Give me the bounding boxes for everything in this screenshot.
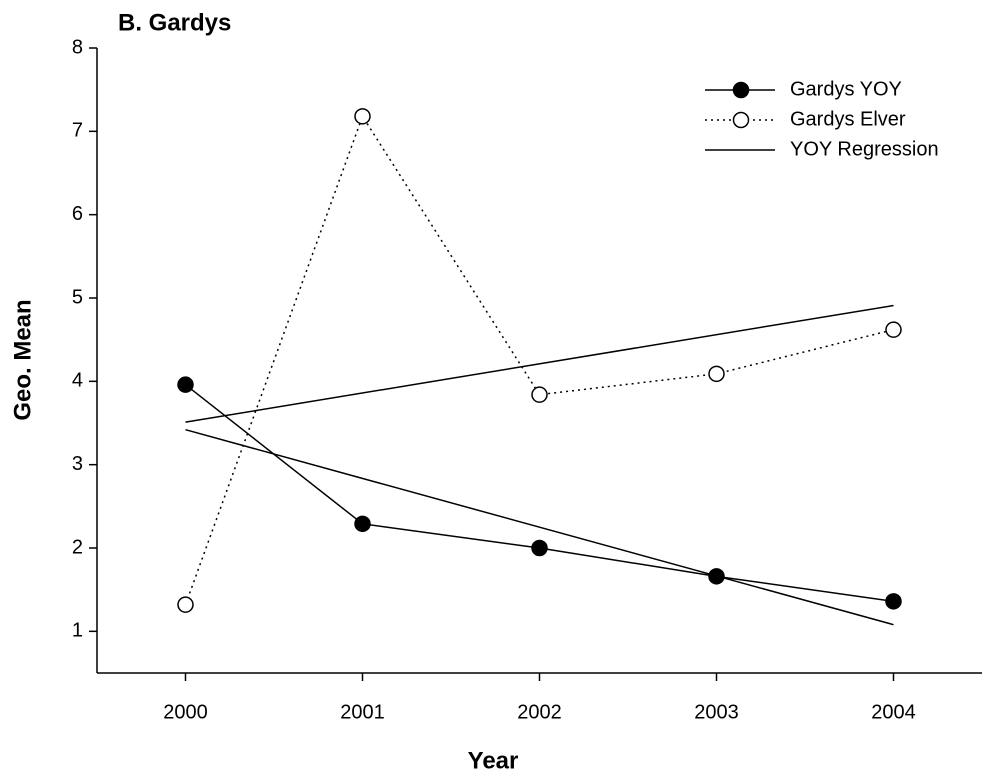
- chart-title: B. Gardys: [118, 9, 231, 36]
- x-tick-label: 2002: [517, 701, 562, 723]
- y-tick-label: 5: [72, 286, 83, 308]
- legend-label: YOY Regression: [790, 138, 939, 160]
- y-tick-label: 3: [72, 453, 83, 475]
- legend-marker: [732, 81, 750, 99]
- y-tick-label: 7: [72, 120, 83, 142]
- y-axis-label: Geo. Mean: [9, 299, 36, 420]
- regression-line: [185, 304, 894, 423]
- data-point: [885, 593, 902, 610]
- x-tick-label: 2003: [694, 701, 739, 723]
- x-axis-label: Year: [468, 747, 519, 774]
- legend-label: Gardys YOY: [790, 78, 902, 100]
- y-tick-label: 2: [72, 536, 83, 558]
- regression-line: [185, 428, 894, 626]
- data-point: [531, 386, 548, 403]
- data-point: [708, 365, 725, 383]
- series-line: [184, 114, 894, 605]
- y-tick-label: 1: [72, 620, 83, 642]
- data-point: [885, 321, 902, 338]
- y-tick-label: 6: [72, 203, 83, 225]
- data-point: [354, 108, 371, 125]
- legend-label: Gardys Elver: [790, 108, 906, 130]
- y-tick-label: 8: [72, 36, 83, 58]
- data-point: [177, 596, 194, 613]
- data-point: [708, 568, 725, 585]
- data-point: [531, 539, 548, 557]
- x-tick-label: 2001: [340, 701, 385, 723]
- x-tick-label: 2000: [163, 701, 208, 723]
- data-point: [354, 515, 371, 533]
- data-point: [177, 376, 194, 393]
- x-tick-label: 2004: [871, 701, 916, 723]
- series-line: [185, 384, 894, 603]
- legend-marker: [732, 111, 750, 129]
- y-tick-label: 4: [72, 370, 83, 392]
